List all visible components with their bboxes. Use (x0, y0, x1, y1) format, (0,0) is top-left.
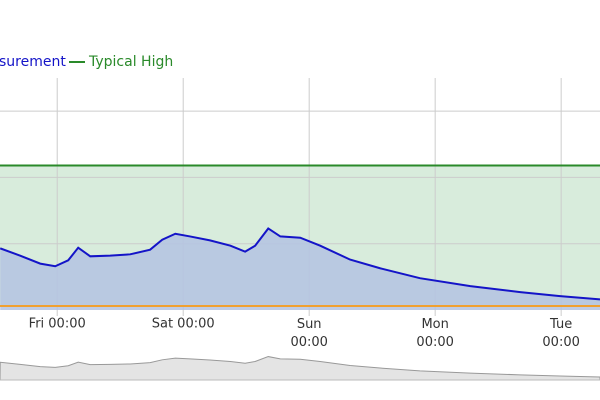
navigator-area (0, 356, 600, 381)
legend-label: Typical High (88, 54, 173, 70)
x-tick-label-line: Tue (549, 317, 572, 332)
x-tick-label: Sun 00:00 (290, 317, 327, 350)
x-tick-label-line: 00:00 (542, 335, 579, 350)
legend: surement Typical High (0, 54, 173, 70)
x-tick-label: Sat 00:00 (152, 317, 215, 332)
x-tick-label-line: 00:00 (416, 335, 453, 350)
legend-label: surement (0, 54, 66, 70)
measurement-area (0, 228, 600, 310)
measurement-line (0, 227, 600, 301)
x-tick-label-line: Mon (421, 317, 448, 332)
x-tick-label: Mon 00:00 (416, 317, 453, 350)
x-tick-label-line: 00:00 (290, 335, 327, 350)
x-tick-label: Tue 00:00 (542, 317, 579, 350)
x-tick-label: Fri 00:00 (29, 317, 86, 332)
x-tick-label-line: Sun (297, 317, 322, 332)
